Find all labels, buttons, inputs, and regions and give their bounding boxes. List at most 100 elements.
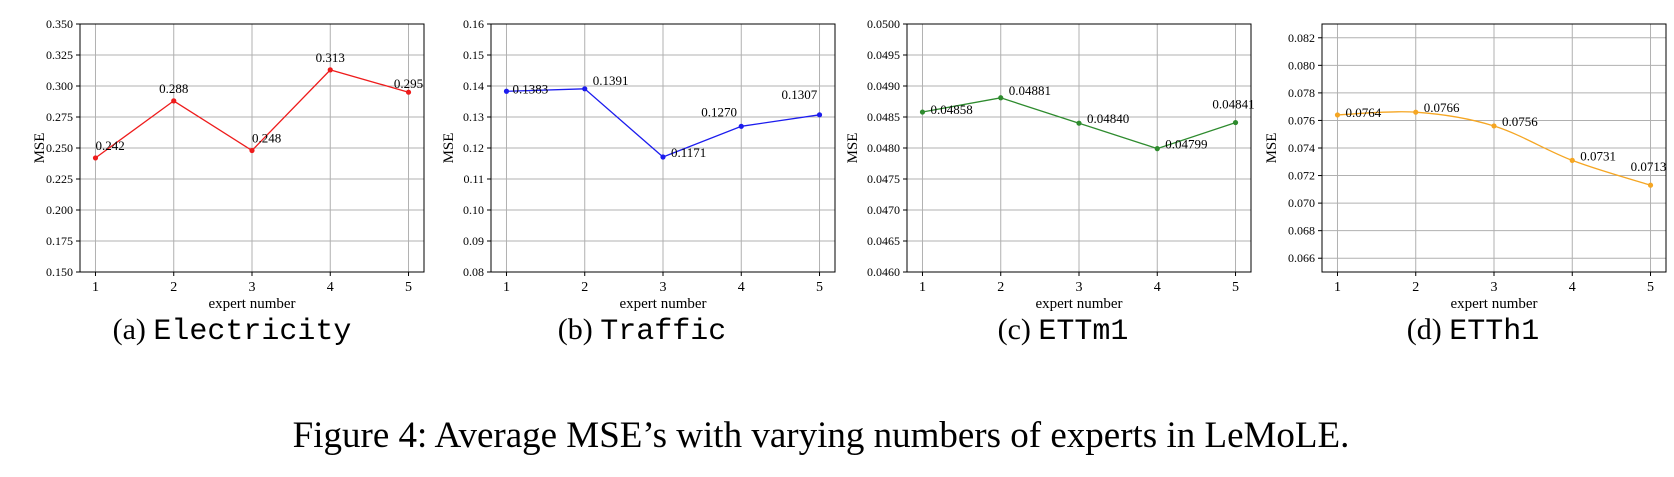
data-label: 0.295 xyxy=(394,76,423,91)
y-tick-label: 0.0460 xyxy=(867,265,900,279)
y-tick-label: 0.225 xyxy=(46,172,73,186)
x-axis-label: expert number xyxy=(1035,296,1122,312)
chart-panel-1: 0.150 0.175 0.200 0.225 0.250 0.275 0.300 0.325… xyxy=(32,17,425,349)
x-tick-label: 1 xyxy=(1334,280,1341,295)
subfigure-caption-label: (b) xyxy=(558,313,600,346)
data-point xyxy=(1647,182,1654,188)
x-tick-label: 3 xyxy=(249,280,256,295)
y-tick-label: 0.175 xyxy=(46,234,73,248)
y-tick-label: 0.0470 xyxy=(867,203,900,217)
data-point xyxy=(1154,146,1160,152)
subfigure-caption-label: (a) xyxy=(113,313,154,346)
subfigure-caption-label: (d) xyxy=(1407,313,1449,346)
y-tick-label: 0.068 xyxy=(1288,224,1315,238)
data-point xyxy=(816,112,823,118)
data-point xyxy=(660,154,666,160)
y-tick-label: 0.0485 xyxy=(867,110,900,124)
y-tick-label: 0.325 xyxy=(46,48,73,62)
data-label: 0.242 xyxy=(95,138,124,153)
y-tick-label: 0.078 xyxy=(1288,86,1315,100)
data-label: 0.288 xyxy=(159,81,188,96)
data-point xyxy=(1232,119,1239,126)
y-tick-label: 0.0500 xyxy=(867,17,900,31)
x-tick-label: 2 xyxy=(1412,280,1419,295)
data-point xyxy=(327,67,333,73)
data-point xyxy=(249,147,255,154)
y-tick-label: 0.076 xyxy=(1288,113,1315,127)
y-tick-label: 0.150 xyxy=(46,265,73,279)
data-point xyxy=(1334,112,1341,118)
y-tick-label: 0.072 xyxy=(1288,169,1315,183)
x-tick-label: 3 xyxy=(1076,280,1083,295)
data-point xyxy=(998,95,1004,101)
y-tick-label: 0.350 xyxy=(46,17,73,31)
x-axis-label: expert number xyxy=(208,296,295,312)
x-tick-label: 1 xyxy=(919,280,926,295)
data-label: 0.1391 xyxy=(593,73,629,88)
y-tick-label: 0.066 xyxy=(1288,251,1315,265)
data-label: 0.04841 xyxy=(1212,97,1254,112)
y-axis-label: MSE xyxy=(32,133,48,164)
y-tick-label: 0.10 xyxy=(463,203,484,217)
chart-panel-4: 0.066 0.068 0.070 0.072 0.074 0.076 0.078 0.080… xyxy=(1264,23,1667,349)
y-tick-label: 0.14 xyxy=(463,79,484,93)
data-label: 0.0766 xyxy=(1424,100,1460,115)
x-tick-label: 3 xyxy=(1491,280,1498,295)
x-tick-label: 4 xyxy=(1569,280,1576,295)
y-tick-label: 0.300 xyxy=(46,79,73,93)
y-tick-label: 0.080 xyxy=(1288,58,1315,72)
y-tick-label: 0.09 xyxy=(463,234,484,248)
y-axis-label: MSE xyxy=(845,133,861,164)
y-tick-label: 0.0490 xyxy=(867,79,900,93)
y-tick-label: 0.0475 xyxy=(867,172,900,186)
data-label: 0.04881 xyxy=(1009,83,1051,98)
x-tick-label: 1 xyxy=(503,280,510,295)
x-tick-label: 2 xyxy=(997,280,1004,295)
x-tick-label: 5 xyxy=(405,280,412,295)
x-tick-label: 2 xyxy=(170,280,177,295)
y-tick-label: 0.16 xyxy=(463,17,484,31)
data-point xyxy=(919,109,926,115)
plot-frame xyxy=(79,23,425,273)
data-point xyxy=(1413,109,1419,115)
data-label: 0.1171 xyxy=(671,145,706,160)
data-label: 0.1270 xyxy=(701,104,737,119)
plot-frame xyxy=(490,23,836,273)
subfigure-caption: (b) Traffic xyxy=(558,313,727,349)
plot-frame xyxy=(1321,23,1667,273)
y-tick-label: 0.08 xyxy=(463,265,484,279)
x-tick-label: 5 xyxy=(816,280,823,295)
data-label: 0.0713 xyxy=(1631,159,1667,174)
subfigure-caption: (a) Electricity xyxy=(113,313,352,349)
data-label: 0.1383 xyxy=(512,81,548,96)
data-label: 0.04840 xyxy=(1087,111,1129,126)
data-point xyxy=(92,155,99,161)
subfigure-caption-name: Electricity xyxy=(153,315,351,349)
y-tick-label: 0.200 xyxy=(46,203,73,217)
data-label: 0.04799 xyxy=(1165,137,1207,152)
data-label: 0.0756 xyxy=(1502,114,1538,129)
data-label: 0.0731 xyxy=(1580,148,1616,163)
chart-panel-2: 0.08 0.09 0.10 0.11 0.12 0.13 0.14 0.15 0.16 1 2 3 4… xyxy=(441,17,836,349)
data-point xyxy=(582,86,588,92)
x-tick-label: 4 xyxy=(327,280,334,295)
chart-panel-3: 0.0460 0.0465 0.0470 0.0475 0.0480 0.0485 0.04… xyxy=(845,17,1255,349)
plot-frame xyxy=(906,23,1252,273)
y-axis-label: MSE xyxy=(441,133,457,164)
x-axis-label: expert number xyxy=(619,296,706,312)
subfigure-caption: (d) ETTh1 xyxy=(1407,313,1540,349)
data-label: 0.313 xyxy=(316,50,345,65)
x-tick-label: 5 xyxy=(1232,280,1239,295)
y-tick-label: 0.082 xyxy=(1288,31,1315,45)
x-tick-label: 1 xyxy=(92,280,99,295)
data-label: 0.0764 xyxy=(1345,105,1381,120)
data-point xyxy=(405,89,412,95)
subfigure-caption-name: ETTh1 xyxy=(1449,315,1539,349)
data-point xyxy=(1076,120,1082,126)
x-tick-label: 2 xyxy=(581,280,588,295)
data-point xyxy=(738,123,744,129)
figure-caption: Figure 4: Average MSE’s with varying num… xyxy=(293,415,1350,456)
y-tick-label: 0.11 xyxy=(463,172,484,186)
